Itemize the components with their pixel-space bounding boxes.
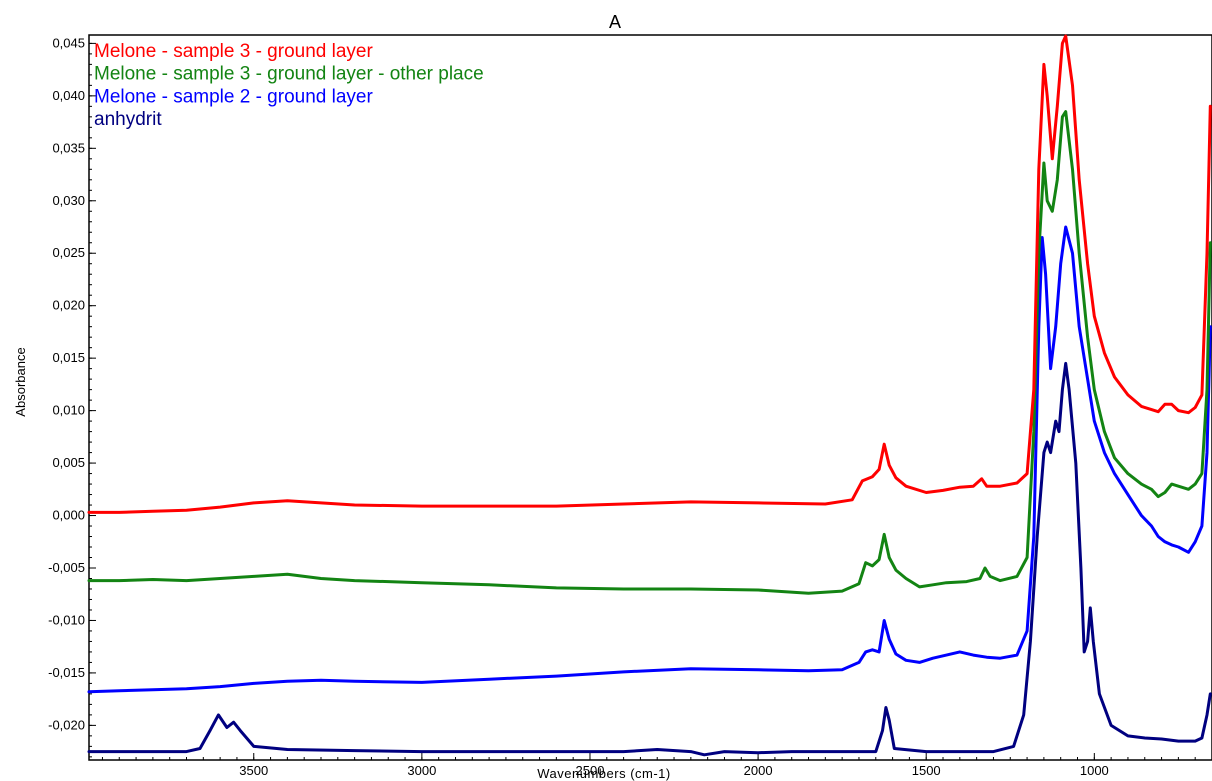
x-tick-label: 1000: [1080, 763, 1109, 778]
series-line-1: [87, 34, 1212, 514]
y-tick-label: -0,005: [48, 560, 85, 575]
y-axis: -0,020 -0,015 -0,010 -0,005 0,000 0,005 0,010 0…: [48, 35, 96, 758]
legend-entry-1: Melone - sample 3 - ground layer: [94, 41, 373, 62]
y-tick-label: 0,025: [52, 245, 85, 260]
y-tick-label: 0,045: [52, 35, 85, 50]
y-tick-label: -0,015: [48, 665, 85, 680]
plot-area: [88, 34, 1212, 761]
y-tick-label: 0,005: [52, 455, 85, 470]
y-tick-label: 0,035: [52, 140, 85, 155]
series-line-2: [87, 110, 1212, 595]
x-axis-title: Wavenumbers (cm-1): [537, 766, 670, 781]
legend-entry-2: Melone - sample 3 - ground layer - other…: [94, 64, 484, 85]
chart-title: A: [609, 12, 621, 32]
x-tick-label: 2000: [744, 763, 773, 778]
y-tick-label: 0,030: [52, 193, 85, 208]
y-tick-label: 0,010: [52, 403, 85, 418]
x-tick-label: 1500: [912, 763, 941, 778]
x-tick-label: 3000: [407, 763, 436, 778]
legend-entry-4: anhydrit: [94, 109, 162, 130]
x-tick-label: 2500: [576, 763, 605, 778]
series-line-4: [87, 361, 1212, 757]
series-layer: [87, 34, 1212, 757]
y-tick-label: 0,015: [52, 350, 85, 365]
y-tick-label: 0,000: [52, 508, 85, 523]
x-axis: 3500 3000 2500 2000 1500 1000: [101, 753, 1196, 778]
y-axis-title: Absorbance: [13, 347, 28, 416]
y-tick-label: -0,020: [48, 717, 85, 732]
y-tick-label: -0,010: [48, 612, 85, 627]
x-tick-label: 3500: [239, 763, 268, 778]
y-tick-label: 0,020: [52, 298, 85, 313]
legend-entry-3: Melone - sample 2 - ground layer: [94, 86, 373, 107]
y-tick-label: 0,040: [52, 88, 85, 103]
series-line-3: [87, 225, 1212, 694]
